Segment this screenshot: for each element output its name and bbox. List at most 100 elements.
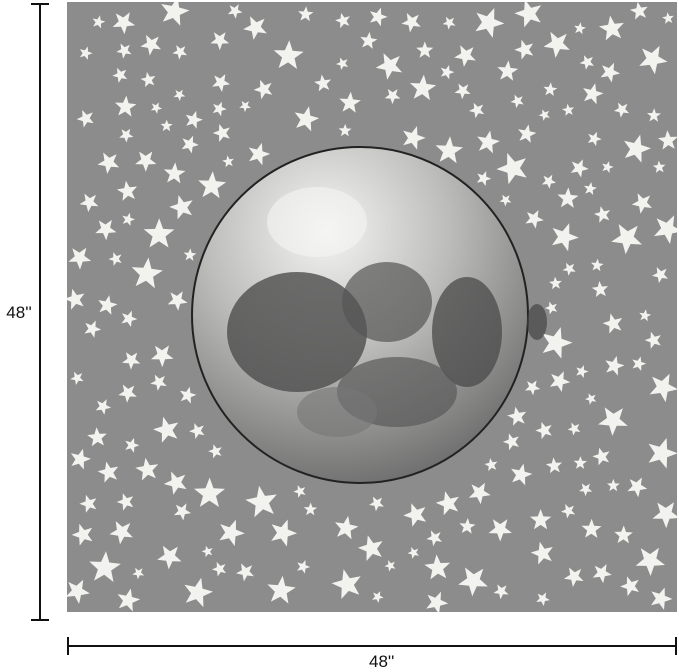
star-icon xyxy=(210,32,230,51)
star-icon xyxy=(140,72,156,88)
star-icon xyxy=(122,212,135,226)
star-icon xyxy=(97,152,120,174)
star-icon xyxy=(194,477,225,507)
star-icon xyxy=(600,62,621,83)
star-icon xyxy=(407,547,419,559)
star-icon xyxy=(530,509,552,530)
star-icon xyxy=(117,588,141,612)
star-icon xyxy=(549,276,562,290)
star-icon xyxy=(620,576,639,597)
star-icon xyxy=(89,551,121,582)
star-icon xyxy=(236,563,254,582)
star-icon xyxy=(594,206,611,223)
height-label: 48'' xyxy=(0,303,38,323)
star-icon xyxy=(198,171,227,199)
star-icon xyxy=(647,108,661,122)
star-icon xyxy=(510,94,524,109)
star-icon xyxy=(122,352,141,370)
star-icon xyxy=(454,45,476,67)
star-icon xyxy=(298,6,314,22)
star-icon xyxy=(97,461,119,483)
star-icon xyxy=(271,519,298,547)
star-icon xyxy=(652,502,677,529)
star-icon xyxy=(502,433,519,451)
star-icon xyxy=(468,102,485,119)
star-icon xyxy=(476,171,492,186)
star-icon xyxy=(370,7,388,27)
star-icon xyxy=(108,252,122,266)
star-icon xyxy=(273,40,304,69)
star-icon xyxy=(173,89,186,101)
star-icon xyxy=(507,406,527,426)
star-icon xyxy=(611,224,642,255)
star-icon xyxy=(131,257,163,289)
stars-pattern xyxy=(67,2,677,612)
star-icon xyxy=(475,8,505,38)
star-icon xyxy=(657,130,677,150)
star-icon xyxy=(335,515,359,540)
height-dimension-line xyxy=(39,3,41,620)
star-icon xyxy=(338,123,352,137)
star-icon xyxy=(542,327,573,359)
star-icon xyxy=(459,518,476,534)
star-icon xyxy=(150,102,163,114)
star-icon xyxy=(652,267,668,284)
star-icon xyxy=(567,422,581,436)
star-icon xyxy=(79,193,99,213)
star-icon xyxy=(557,187,579,208)
star-icon xyxy=(627,477,648,498)
star-icon xyxy=(98,295,118,315)
star-icon xyxy=(314,74,332,92)
star-icon xyxy=(212,124,230,142)
star-icon xyxy=(384,560,396,572)
star-icon xyxy=(189,423,205,439)
star-icon xyxy=(208,444,222,459)
star-icon xyxy=(562,103,575,116)
star-icon xyxy=(70,371,84,385)
star-icon xyxy=(662,12,674,24)
star-icon xyxy=(180,386,197,404)
star-icon xyxy=(79,46,93,60)
star-icon xyxy=(163,162,186,184)
star-icon xyxy=(135,151,157,172)
star-icon xyxy=(584,182,597,195)
star-icon xyxy=(514,2,542,28)
star-icon xyxy=(424,554,451,580)
star-icon xyxy=(605,355,625,376)
star-icon xyxy=(635,547,665,576)
star-icon xyxy=(222,155,234,168)
width-dimension-cap-left xyxy=(67,637,69,655)
star-icon xyxy=(639,309,652,322)
star-icon xyxy=(87,427,107,447)
star-icon xyxy=(248,142,271,166)
star-icon xyxy=(403,503,427,527)
star-icon xyxy=(493,584,509,600)
star-icon xyxy=(416,41,434,58)
star-icon xyxy=(651,587,673,610)
star-icon xyxy=(360,31,378,49)
star-icon xyxy=(135,457,159,481)
star-icon xyxy=(76,110,94,128)
star-icon xyxy=(590,258,604,272)
star-icon xyxy=(403,126,426,150)
star-icon xyxy=(335,12,350,29)
star-icon xyxy=(219,519,245,547)
star-icon xyxy=(294,106,320,132)
star-icon xyxy=(161,2,190,26)
star-icon xyxy=(153,416,179,443)
star-icon xyxy=(118,384,137,403)
star-icon xyxy=(95,399,112,415)
star-icon xyxy=(297,560,311,574)
rug-image xyxy=(67,2,677,612)
star-icon xyxy=(649,373,677,403)
star-icon xyxy=(115,95,137,117)
star-icon xyxy=(518,124,537,143)
star-icon xyxy=(458,567,488,597)
star-icon xyxy=(112,67,128,83)
star-icon xyxy=(184,577,213,608)
star-icon xyxy=(499,194,512,207)
star-icon xyxy=(535,421,552,440)
star-icon xyxy=(384,89,401,105)
moon-icon xyxy=(191,146,547,484)
star-icon xyxy=(583,83,604,105)
